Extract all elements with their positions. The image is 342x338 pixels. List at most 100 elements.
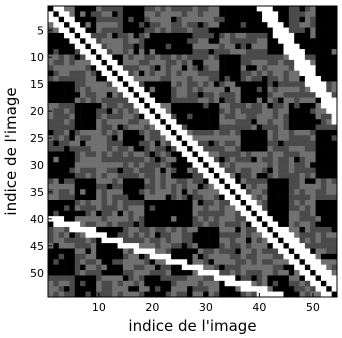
heatmap-cell	[294, 16, 300, 23]
heatmap-cell	[320, 11, 327, 18]
heatmap-cell	[208, 54, 215, 61]
heatmap-cell	[69, 253, 76, 260]
heatmap-cell	[58, 92, 65, 98]
heatmap-cell	[240, 49, 247, 55]
heatmap-cell	[219, 194, 225, 201]
heatmap-cell	[117, 253, 124, 260]
heatmap-cell	[181, 275, 188, 282]
heatmap-cell	[192, 243, 199, 249]
heatmap-cell	[80, 108, 86, 115]
heatmap-cell	[53, 205, 59, 212]
heatmap-cell	[144, 253, 150, 260]
heatmap-cell	[155, 151, 161, 158]
heatmap-cell	[171, 129, 177, 136]
heatmap-cell	[64, 43, 70, 50]
heatmap-cell	[288, 38, 295, 45]
heatmap-cell	[235, 243, 241, 249]
heatmap-cell	[112, 65, 118, 71]
heatmap-cell	[326, 81, 332, 88]
heatmap-cell	[229, 270, 236, 276]
heatmap-cell	[64, 124, 70, 131]
heatmap-cell	[74, 43, 81, 50]
heatmap-cell	[128, 124, 134, 131]
heatmap-cell	[331, 119, 338, 125]
heatmap-cell	[229, 221, 236, 228]
heatmap-cell	[272, 97, 279, 104]
heatmap-cell	[74, 135, 81, 142]
heatmap-cell	[112, 11, 118, 18]
heatmap-cell	[176, 113, 183, 120]
heatmap-cell	[117, 151, 124, 158]
heatmap-cell	[144, 140, 150, 147]
heatmap-cell	[133, 156, 140, 163]
heatmap-cell	[53, 226, 59, 233]
heatmap-cell	[208, 81, 215, 88]
heatmap-cell	[208, 135, 215, 142]
heatmap-cell	[229, 76, 236, 82]
heatmap-cell	[229, 216, 236, 222]
heatmap-cell	[176, 92, 183, 98]
heatmap-cell	[229, 113, 236, 120]
heatmap-cell	[90, 103, 97, 109]
heatmap-cell	[208, 194, 215, 201]
heatmap-cell	[171, 162, 177, 168]
heatmap-cell	[176, 280, 183, 287]
heatmap-cell	[187, 167, 193, 174]
heatmap-cell	[117, 183, 124, 190]
heatmap-cell	[310, 86, 316, 93]
heatmap-cell	[69, 216, 76, 222]
heatmap-cell	[133, 22, 140, 28]
heatmap-cell	[224, 119, 231, 125]
heatmap-cell	[256, 119, 263, 125]
heatmap-cell	[262, 243, 268, 249]
heatmap-cell	[74, 173, 81, 179]
x-tick-label: 50	[306, 301, 320, 314]
heatmap-cell	[144, 183, 150, 190]
heatmap-cell	[203, 275, 209, 282]
heatmap-cell	[112, 243, 118, 249]
heatmap-cell	[251, 43, 258, 50]
heatmap-cell	[133, 194, 140, 201]
heatmap-cell	[197, 194, 204, 201]
heatmap-cell	[315, 275, 322, 282]
heatmap-cell	[213, 270, 220, 276]
heatmap-cell	[48, 259, 54, 265]
heatmap-cell	[304, 173, 311, 179]
heatmap-cell	[64, 221, 70, 228]
heatmap-cell	[155, 140, 161, 147]
heatmap-cell	[171, 243, 177, 249]
heatmap-cell	[122, 264, 129, 271]
heatmap-cell	[197, 221, 204, 228]
heatmap-cell	[117, 178, 124, 185]
heatmap-cell	[133, 232, 140, 239]
heatmap-cell	[256, 156, 263, 163]
heatmap-cell	[304, 43, 311, 50]
heatmap-cell	[283, 248, 290, 255]
heatmap-cell	[283, 103, 290, 109]
heatmap-cell	[133, 124, 140, 131]
heatmap-cell	[69, 275, 76, 282]
heatmap-cell	[74, 156, 81, 163]
heatmap-cell	[315, 81, 322, 88]
heatmap-cell	[112, 162, 118, 168]
heatmap-cell	[203, 167, 209, 174]
heatmap-cell	[149, 108, 156, 115]
heatmap-cell	[240, 216, 247, 222]
heatmap-cell	[203, 243, 209, 249]
heatmap-cell	[229, 11, 236, 18]
heatmap-cell	[90, 194, 97, 201]
heatmap-cell	[160, 22, 167, 28]
heatmap-cell	[315, 119, 322, 125]
heatmap-cell	[267, 286, 274, 292]
heatmap-cell	[74, 243, 81, 249]
heatmap-cell	[213, 27, 220, 34]
heatmap-cell	[315, 173, 322, 179]
heatmap-cell	[165, 264, 172, 271]
heatmap-cell	[246, 65, 252, 71]
heatmap-cell	[197, 280, 204, 287]
heatmap-cell	[64, 32, 70, 39]
heatmap-cell	[326, 156, 332, 163]
heatmap-cell	[112, 92, 118, 98]
heatmap-cell	[262, 291, 268, 298]
heatmap-cell	[155, 243, 161, 249]
